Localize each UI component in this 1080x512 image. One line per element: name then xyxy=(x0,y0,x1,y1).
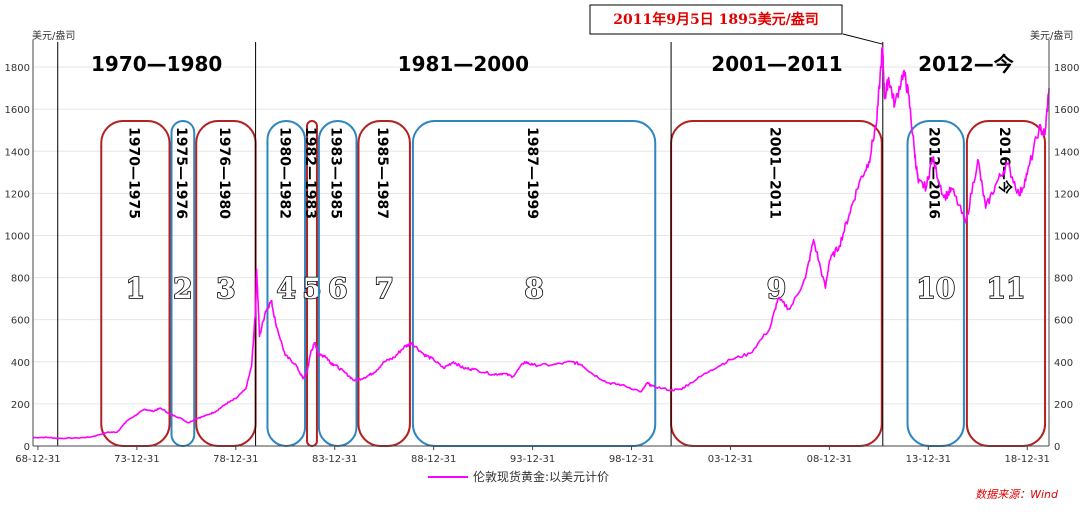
phase-number: 3 xyxy=(216,272,235,305)
phase-label-group: 1987—1999 xyxy=(524,127,540,219)
phase-number: 6 xyxy=(328,272,347,305)
phase-label-group: 1982—1983 xyxy=(302,127,318,219)
phase-label: 1987—1999 xyxy=(524,127,540,219)
phase-label-group: 1980—1982 xyxy=(276,127,292,219)
phase-label: 1983—1985 xyxy=(328,127,344,219)
x-tick-label: 93-12-31 xyxy=(510,454,555,465)
phase-label-group: 1975—1976 xyxy=(173,127,189,219)
phase-number: 9 xyxy=(767,272,786,305)
x-tick-label: 78-12-31 xyxy=(213,454,258,465)
legend-label: 伦敦现货黄金:以美元计价 xyxy=(473,469,609,484)
x-tick-label: 08-12-31 xyxy=(807,454,852,465)
y-tick-label-right: 1400 xyxy=(1054,147,1079,158)
phase-number: 5 xyxy=(302,272,321,305)
phase-number: 11 xyxy=(986,272,1025,305)
y-tick-label-right: 1000 xyxy=(1054,231,1079,242)
phase-label: 2016—今 xyxy=(996,127,1013,194)
y-tick-label-left: 200 xyxy=(11,400,30,411)
data-source: 数据来源：Wind xyxy=(975,488,1059,501)
y-tick-label-left: 1200 xyxy=(5,189,30,200)
phase-number: 10 xyxy=(916,272,955,305)
phase-label: 1970—1975 xyxy=(125,127,141,219)
x-tick-label: 88-12-31 xyxy=(411,454,456,465)
y-tick-label-left: 1400 xyxy=(5,147,30,158)
era-title: 2001—2011 xyxy=(711,52,842,76)
y-tick-label-left: 600 xyxy=(11,316,30,327)
y-tick-label-left: 0 xyxy=(24,442,30,453)
phase-label-group: 1970—1975 xyxy=(125,127,141,219)
phase-label-group: 2012—2016 xyxy=(926,127,942,219)
y-tick-label-right: 1600 xyxy=(1054,105,1079,116)
y-axis-unit-left: 美元/盎司 xyxy=(32,29,75,42)
x-tick-label: 73-12-31 xyxy=(114,454,159,465)
y-axis-unit-right: 美元/盎司 xyxy=(1030,29,1073,42)
phase-label-group: 2001—2011 xyxy=(766,127,782,219)
series-line xyxy=(33,46,1050,440)
x-tick-label: 18-12-31 xyxy=(1005,454,1050,465)
x-tick-label: 68-12-31 xyxy=(15,454,60,465)
phase-label: 1976—1980 xyxy=(216,127,232,219)
phase-number: 7 xyxy=(374,272,393,305)
x-tick-label: 03-12-31 xyxy=(708,454,753,465)
phase-label-group: 1985—1987 xyxy=(374,127,390,219)
phase-label-group: 1983—1985 xyxy=(328,127,344,219)
x-tick-label: 83-12-31 xyxy=(312,454,357,465)
x-tick-label: 98-12-31 xyxy=(609,454,654,465)
phase-label: 1980—1982 xyxy=(276,127,292,219)
phase-label: 1975—1976 xyxy=(173,127,189,219)
phase-number: 2 xyxy=(173,272,192,305)
phase-label: 2001—2011 xyxy=(766,127,782,219)
y-tick-label-left: 800 xyxy=(11,274,30,285)
y-tick-label-right: 800 xyxy=(1054,274,1073,285)
phase-number: 4 xyxy=(277,272,296,305)
phase-label: 1982—1983 xyxy=(302,127,318,219)
phase-label-group: 1976—1980 xyxy=(216,127,232,219)
y-tick-label-right: 1800 xyxy=(1054,63,1079,74)
phase-number: 1 xyxy=(126,272,145,305)
callout-box xyxy=(589,4,843,35)
phase-label: 2012—2016 xyxy=(926,127,942,219)
y-tick-label-left: 400 xyxy=(11,358,30,369)
era-title: 2012—今 xyxy=(918,52,1015,76)
y-tick-label-left: 1800 xyxy=(5,63,30,74)
y-tick-label-right: 200 xyxy=(1054,400,1073,411)
y-tick-label-right: 600 xyxy=(1054,316,1073,327)
y-tick-label-left: 1000 xyxy=(5,231,30,242)
phase-label-group: 2016—今 xyxy=(996,127,1013,194)
y-tick-label-left: 1600 xyxy=(5,105,30,116)
era-title: 1970—1980 xyxy=(91,52,222,76)
y-tick-label-right: 1200 xyxy=(1054,189,1079,200)
era-title: 1981—2000 xyxy=(398,52,529,76)
callout-leader xyxy=(842,33,883,45)
phase-label: 1985—1987 xyxy=(374,127,390,219)
callout-text: 2011年9月5日 1895美元/盎司 xyxy=(613,11,818,28)
y-tick-label-right: 0 xyxy=(1054,442,1060,453)
phase-number: 8 xyxy=(524,272,543,305)
x-tick-label: 13-12-31 xyxy=(906,454,951,465)
y-tick-label-right: 400 xyxy=(1054,358,1073,369)
